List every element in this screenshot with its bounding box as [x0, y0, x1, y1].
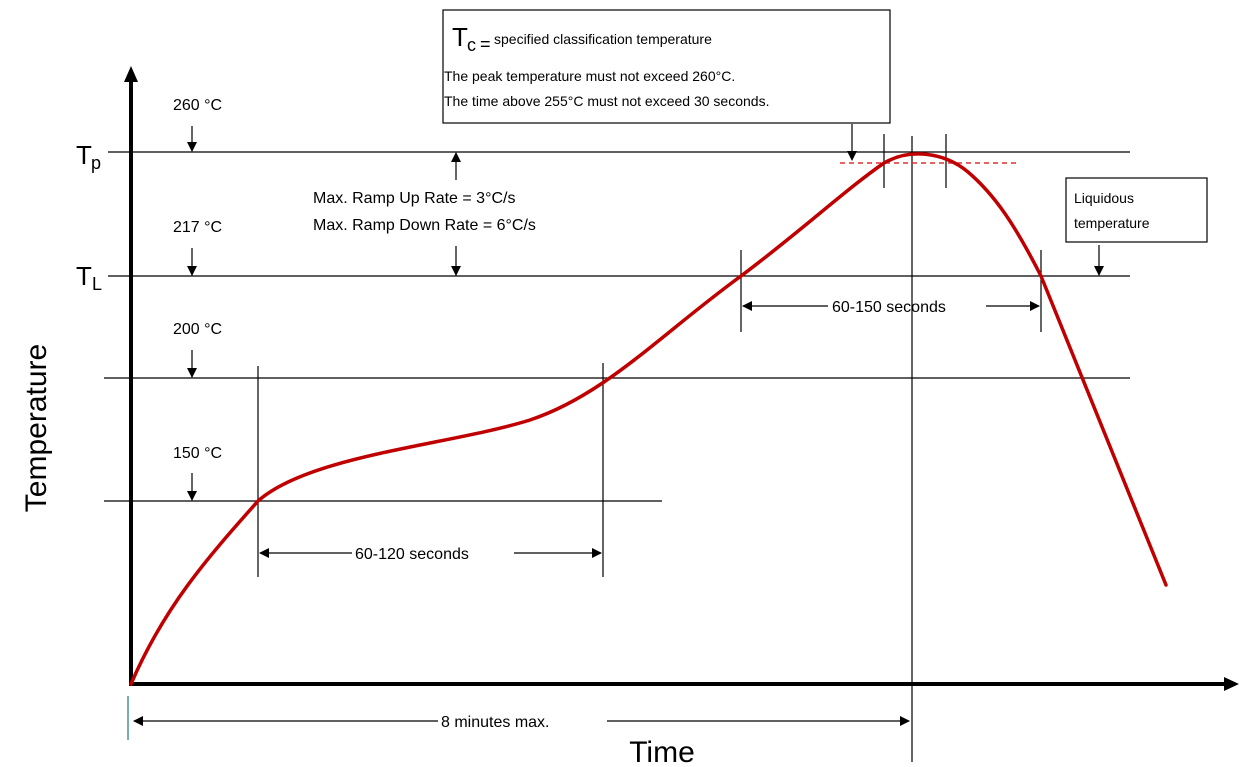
ramp-up-text: Max. Ramp Up Rate = 3°C/s [313, 190, 515, 207]
tc-definition: specified classification temperature [494, 31, 712, 47]
tp-symbol: T [76, 140, 92, 170]
y-axis-title: Temperature [20, 344, 53, 512]
total-duration-label: 8 minutes max. [441, 714, 549, 731]
tc-subscript: c [467, 35, 476, 55]
y-axis-arrowhead [124, 66, 138, 82]
tc-rule-peak: The peak temperature must not exceed 260… [444, 68, 735, 84]
soak-duration-label: 60-120 seconds [355, 546, 469, 563]
t200-label: 200 °C [173, 321, 222, 338]
tl-subscript: L [92, 274, 102, 294]
tc-symbol: T [452, 22, 468, 52]
tp-subscript: p [91, 153, 101, 173]
t150-label: 150 °C [173, 445, 222, 462]
tl-symbol: T [76, 261, 92, 291]
tc-definition-box [442, 9, 891, 124]
x-axis-title: Time [629, 736, 695, 767]
liquidous-box [1065, 177, 1208, 243]
tc-equals: = [480, 34, 491, 54]
t217-label: 217 °C [173, 219, 222, 236]
ramp-down-text: Max. Ramp Down Rate = 6°C/s [313, 217, 536, 234]
reflow-profile-curve [129, 152, 1168, 686]
x-axis-arrowhead [1224, 677, 1239, 691]
t260-label: 260 °C [173, 97, 222, 114]
liquidus-duration-label: 60-150 seconds [832, 299, 946, 316]
tc-rule-time: The time above 255°C must not exceed 30 … [444, 93, 769, 109]
liquidous-label-line2: temperature [1074, 215, 1150, 231]
liquidous-label-line1: Liquidous [1074, 190, 1134, 206]
